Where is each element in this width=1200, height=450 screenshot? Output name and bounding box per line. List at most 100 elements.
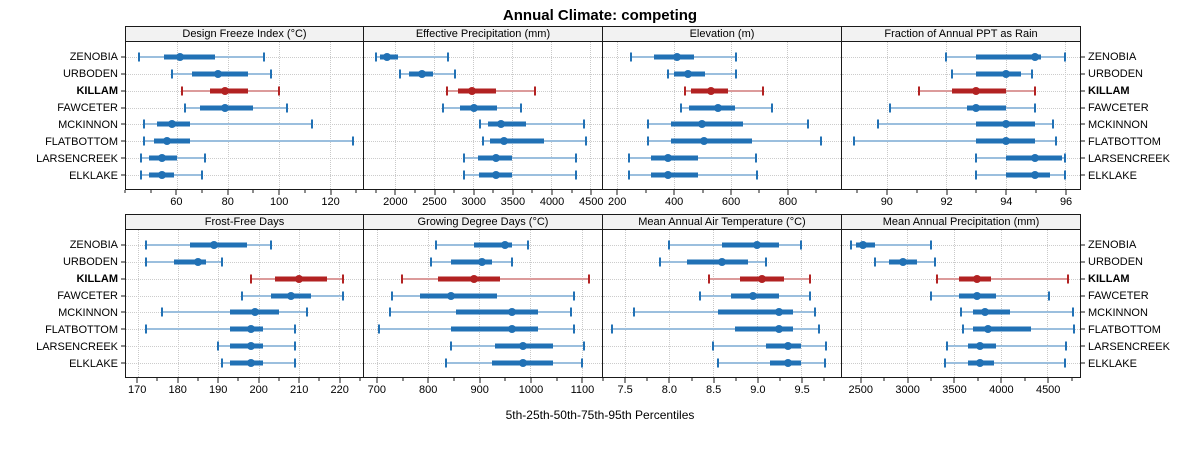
x-gridline — [1065, 42, 1067, 189]
x-tick-label: 2500 — [422, 196, 447, 208]
whisker-cap-low — [142, 136, 145, 146]
median-dot — [971, 86, 980, 95]
row-tick-left — [121, 295, 125, 297]
median-dot — [664, 154, 673, 163]
row-tick-left — [121, 328, 125, 330]
iqr-bar-25-75 — [651, 172, 698, 178]
whisker-cap-high — [201, 170, 204, 180]
whisker-5-95 — [877, 123, 1054, 126]
whisker-cap-high — [1064, 358, 1067, 368]
iqr-bar-25-75 — [164, 54, 216, 60]
x-tick-minor — [645, 190, 647, 193]
row-tick-left — [121, 107, 125, 109]
median-dot — [775, 308, 784, 317]
x-tick-label: 200 — [249, 384, 268, 396]
whisker-cap-low — [945, 52, 948, 62]
iqr-bar-25-75 — [489, 138, 545, 144]
median-dot — [973, 274, 982, 283]
whisker-cap-high — [293, 324, 296, 334]
x-gridline — [713, 230, 715, 377]
whisker-cap-low — [960, 307, 963, 317]
panel-design-freeze-index: Design Freeze Index (°C) 60 80 100 120 — [121, 26, 364, 212]
whisker-5-95 — [463, 157, 577, 160]
x-tick-major — [907, 378, 909, 383]
panel-fraction-annual-ppt-rain: Fraction of Annual PPT as Rain 90 92 94 96 — [842, 26, 1085, 212]
row-labels-left: ZENOBIA URBODEN KILLAM FAWCETER MCKINNON FLAT… — [0, 230, 125, 378]
x-tick-minor — [1071, 378, 1073, 381]
panel-header: Frost-Free Days — [125, 214, 364, 230]
iqr-bar-25-75 — [686, 259, 749, 265]
median-dot — [784, 359, 793, 368]
whisker-5-95 — [937, 277, 1068, 280]
whisker-cap-low — [145, 257, 148, 267]
panel-effective-precipitation: Effective Precipitation (mm) 2000 2500 3000… — [364, 26, 603, 212]
whisker-cap-low — [183, 103, 186, 113]
whisker-cap-low — [943, 358, 946, 368]
x-tick-label: 90 — [880, 196, 893, 208]
x-tick-minor — [735, 378, 737, 381]
x-gridline — [473, 42, 475, 189]
x-tick-major — [1047, 378, 1049, 383]
x-gridline — [617, 42, 619, 189]
whisker-cap-low — [170, 69, 173, 79]
row-gridline — [126, 175, 363, 177]
whisker-cap-low — [659, 257, 662, 267]
chart-title: Annual Climate: competing — [502, 7, 698, 24]
whisker-cap-high — [1055, 136, 1058, 146]
x-tick-minor — [504, 378, 506, 381]
whisker-cap-low — [217, 341, 220, 351]
x-gridline — [258, 230, 260, 377]
row-gridline — [126, 278, 363, 280]
whisker-cap-low — [444, 358, 447, 368]
whisker-cap-low — [974, 170, 977, 180]
site-label: KILLAM — [1088, 85, 1130, 97]
whisker-cap-low — [647, 119, 650, 129]
iqr-bar-25-75 — [451, 326, 538, 332]
whisker-5-95 — [961, 311, 1074, 314]
median-dot — [246, 359, 255, 368]
whisker-cap-high — [293, 341, 296, 351]
x-tick-minor — [1035, 190, 1037, 193]
x-gridline — [376, 230, 378, 377]
row-tick-right — [1081, 123, 1085, 125]
whisker-cap-low — [707, 274, 710, 284]
whisker-cap-low — [929, 291, 932, 301]
median-dot — [973, 291, 982, 300]
row-tick-right — [1081, 295, 1085, 297]
x-tick-label: 4000 — [539, 196, 565, 208]
x-tick-minor — [779, 378, 781, 381]
site-label: MCKINNON — [1088, 119, 1148, 131]
x-tick-major — [1065, 190, 1067, 195]
x-tick-minor — [977, 378, 979, 381]
whisker-cap-high — [533, 86, 536, 96]
x-tick-label: 9.0 — [750, 384, 766, 396]
x-tick-major — [136, 378, 138, 383]
plot-area — [603, 42, 842, 190]
median-dot — [286, 291, 295, 300]
whisker-cap-low — [398, 69, 401, 79]
x-tick-minor — [556, 378, 558, 381]
median-dot — [1001, 69, 1010, 78]
median-dot — [672, 52, 681, 61]
median-dot — [784, 342, 793, 351]
whisker-cap-high — [824, 358, 827, 368]
iqr-bar-25-75 — [488, 121, 527, 127]
whisker-cap-high — [580, 358, 583, 368]
iqr-bar-25-75 — [459, 105, 497, 111]
whisker-cap-low — [632, 307, 635, 317]
whisker-cap-high — [755, 153, 757, 163]
whisker-cap-high — [269, 240, 272, 250]
panel-mean-annual-precipitation: Mean Annual Precipitation (mm) 2500 3000 35… — [842, 214, 1085, 400]
x-tick-major — [801, 378, 803, 383]
whisker-cap-low — [142, 119, 145, 129]
site-label: FLATBOTTOM — [45, 136, 118, 148]
whisker-cap-low — [462, 170, 465, 180]
whisker-cap-low — [876, 119, 879, 129]
whisker-cap-high — [570, 307, 573, 317]
row-tick-right — [1081, 311, 1085, 313]
median-dot — [194, 257, 203, 266]
whisker-cap-high — [1048, 291, 1051, 301]
median-dot — [162, 137, 171, 146]
whisker-cap-high — [293, 358, 296, 368]
median-dot — [775, 325, 784, 334]
